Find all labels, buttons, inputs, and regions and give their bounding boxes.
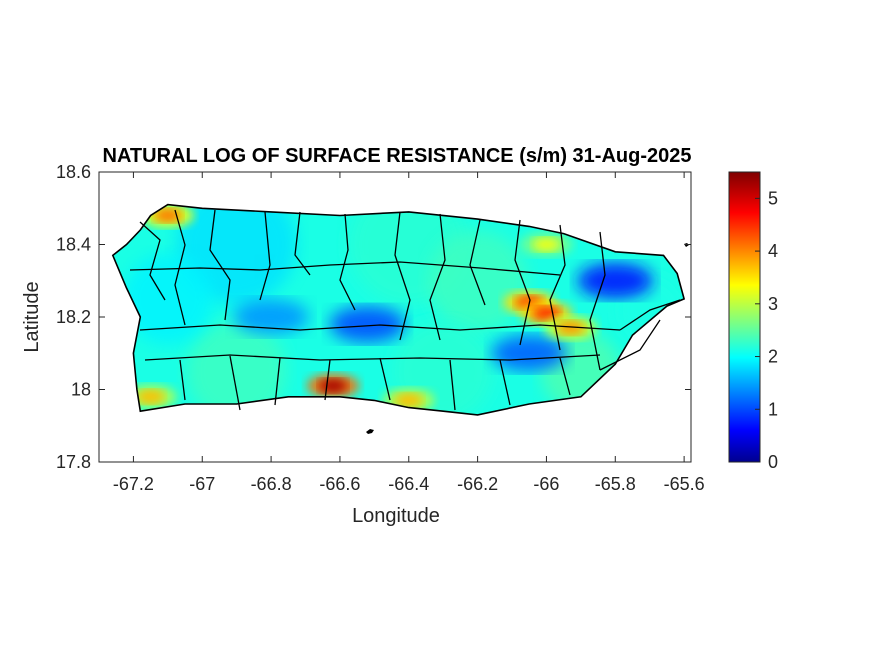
- x-tick-label: -66.8: [251, 474, 292, 494]
- heat-hot-6: [556, 320, 585, 335]
- boundary-line-2: [209, 209, 231, 321]
- island-outline: [111, 203, 686, 416]
- boundary-line-12: [129, 261, 561, 276]
- heatmap-layer: [112, 204, 685, 415]
- colorbar-tick-label: 4: [768, 241, 778, 261]
- x-axis: -67.2 -67 -66.8 -66.6 -66.4 -66.2 -66 -65.8 -65.…: [113, 172, 705, 494]
- heat-band-2: [427, 230, 528, 331]
- heat-low-2: [491, 335, 568, 372]
- colorbar-tick-label: 3: [768, 294, 778, 314]
- x-tick-label: -65.6: [664, 474, 705, 494]
- y-axis: 18.6 18.4 18.2 18 17.8: [56, 162, 691, 472]
- colorbar-tick-label: 5: [768, 188, 778, 208]
- x-tick-label: -65.8: [595, 474, 636, 494]
- x-tick-label: -66: [533, 474, 559, 494]
- y-tick-label: 18.2: [56, 307, 91, 327]
- y-tick-label: 18.4: [56, 235, 91, 255]
- boundary-line-9: [514, 219, 531, 346]
- boundary-line-0: [139, 221, 166, 301]
- colorbar-tick-label: 2: [768, 347, 778, 367]
- heat-band-7: [122, 253, 213, 344]
- boundary-line-21: [499, 359, 511, 406]
- x-tick-label: -66.2: [457, 474, 498, 494]
- boundary-line-6: [394, 211, 411, 341]
- x-axis-label: Longitude: [352, 505, 440, 527]
- x-tick-label: -66.4: [388, 474, 429, 494]
- y-tick-label: 18.6: [56, 162, 91, 182]
- boundary-line-22: [559, 357, 571, 396]
- boundary-line-1: [174, 209, 186, 326]
- boundary-line-7: [429, 213, 446, 341]
- x-tick-label: -67.2: [113, 474, 154, 494]
- boundary-line-4: [294, 211, 311, 276]
- heat-hot-4: [136, 389, 165, 404]
- boundary-line-11: [589, 231, 606, 371]
- heat-hot-3: [153, 208, 182, 223]
- boundary-line-20: [449, 359, 456, 411]
- colorbar-tick-label: 1: [768, 399, 778, 419]
- boundary-line-3: [259, 211, 271, 301]
- boundary-line-23: [619, 299, 681, 331]
- municipality-boundaries: [129, 209, 681, 411]
- heat-low-0: [577, 262, 654, 299]
- boundary-line-8: [469, 219, 486, 306]
- x-tick-label: -67: [189, 474, 215, 494]
- boundary-line-19: [379, 357, 391, 401]
- x-tick-label: -66.6: [319, 474, 360, 494]
- boundary-line-14: [144, 354, 601, 361]
- boundary-line-15: [179, 359, 186, 401]
- heat-low-3: [233, 299, 310, 335]
- heat-hot-5: [394, 393, 423, 408]
- heat-hot-7: [532, 237, 561, 252]
- y-axis-label: Latitude: [21, 281, 43, 352]
- y-tick-label: 18: [71, 380, 91, 400]
- colorbar-ticks: 0 1 2 3 4 5: [755, 188, 778, 472]
- heat-hot-0: [319, 378, 348, 393]
- colorbar-tick-label: 0: [768, 452, 778, 472]
- boundary-line-16: [229, 355, 241, 411]
- heat-low-1: [329, 306, 406, 343]
- y-tick-label: 17.8: [56, 452, 91, 472]
- caja-de-muertos-islet: [366, 429, 374, 434]
- boundary-line-13: [139, 324, 621, 331]
- boundary-line-18: [324, 359, 331, 401]
- heat-band-3: [186, 321, 287, 415]
- colorbar: [728, 171, 761, 463]
- boundary-line-17: [274, 357, 281, 406]
- boundary-line-24: [599, 319, 661, 371]
- chart-title: NATURAL LOG OF SURFACE RESISTANCE (s/m) …: [103, 145, 692, 167]
- boundary-line-10: [549, 224, 566, 351]
